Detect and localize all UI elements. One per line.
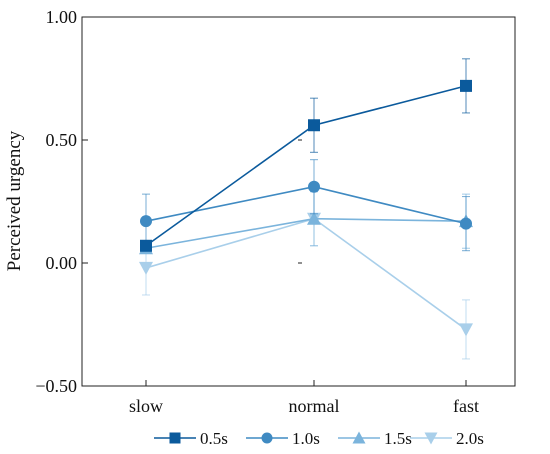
legend: 0.5s 1.0s 1.5s 2.0s xyxy=(154,429,484,448)
y-tick-label: −0.50 xyxy=(35,376,77,396)
data-point xyxy=(307,211,321,225)
x-tick-label: fast xyxy=(453,396,479,416)
series-1.0s xyxy=(140,159,472,252)
legend-label: 0.5s xyxy=(200,429,228,448)
y-tick-label: 0.00 xyxy=(46,253,78,273)
data-point xyxy=(308,119,320,132)
data-point xyxy=(139,261,153,275)
x-axis-ticks: slow normal fast xyxy=(129,380,479,416)
data-point xyxy=(460,217,472,230)
series-1.5s xyxy=(139,191,473,255)
series-0.5s xyxy=(140,58,472,252)
legend-label: 2.0s xyxy=(456,429,484,448)
series-layer xyxy=(139,58,473,360)
data-point xyxy=(308,180,320,193)
x-tick-label: normal xyxy=(289,396,340,416)
legend-item: 2.0s xyxy=(410,429,484,448)
legend-label: 1.5s xyxy=(384,429,412,448)
series-2.0s xyxy=(139,191,473,360)
data-point xyxy=(140,239,152,252)
legend-marker xyxy=(424,432,438,445)
y-tick-label: 0.50 xyxy=(46,130,78,150)
series-line xyxy=(145,217,467,250)
data-point xyxy=(140,215,152,228)
legend-label: 1.0s xyxy=(292,429,320,448)
y-axis-ticks: −0.50 0.00 0.50 1.00 xyxy=(35,7,302,396)
data-point xyxy=(459,323,473,337)
legend-item: 0.5s xyxy=(154,429,228,448)
y-tick-label: 1.00 xyxy=(46,7,78,27)
legend-marker xyxy=(352,431,366,444)
plot-frame xyxy=(81,16,516,387)
legend-marker xyxy=(261,432,273,444)
x-tick-label: slow xyxy=(129,396,163,416)
data-point xyxy=(460,79,472,92)
legend-marker xyxy=(169,432,181,444)
series-line xyxy=(145,185,467,225)
legend-item: 1.0s xyxy=(246,429,320,448)
series-line xyxy=(145,217,467,331)
legend-item: 1.5s xyxy=(338,429,412,448)
y-axis-title: Perceived urgency xyxy=(4,130,25,271)
